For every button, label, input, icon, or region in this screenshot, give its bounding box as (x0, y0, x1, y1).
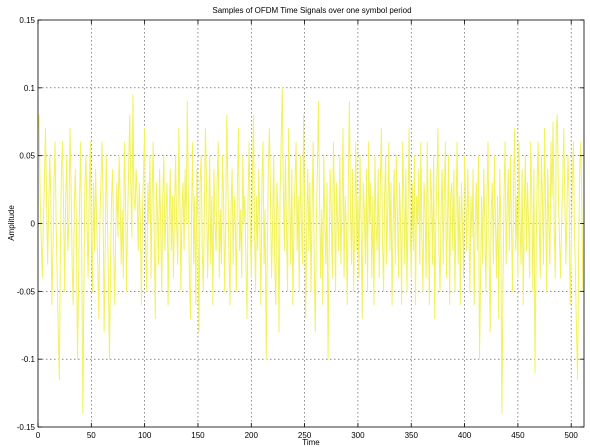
y-tick-label: -0.05 (17, 287, 36, 296)
y-axis-title: Amplitude (7, 205, 16, 241)
x-tick-labels: 0 50 100 150 200 250 300 350 400 450 500 (36, 431, 579, 440)
y-tick-labels: -0.15 -0.1 -0.05 0 0.05 0.1 0.15 (17, 16, 36, 432)
x-tick-label: 200 (245, 431, 259, 440)
x-tick-label: 300 (351, 431, 365, 440)
chart-title: Samples of OFDM Time Signals over one sy… (212, 6, 411, 15)
x-tick-label: 350 (405, 431, 419, 440)
y-tick-label: 0.1 (24, 84, 36, 93)
x-tick-label: 500 (565, 431, 579, 440)
signal-series-line (37, 87, 584, 414)
y-tick-label: 0.15 (19, 16, 35, 25)
x-tick-label: 0 (36, 431, 41, 440)
y-tick-label: 0.05 (19, 152, 35, 161)
x-tick-label: 150 (191, 431, 205, 440)
y-tick-label: -0.15 (17, 423, 36, 432)
y-tick-label: -0.1 (21, 355, 35, 364)
x-tick-label: 450 (511, 431, 525, 440)
y-tick-label: 0 (31, 220, 36, 229)
x-tick-label: 250 (298, 431, 312, 440)
x-tick-label: 400 (458, 431, 472, 440)
tick-marks (37, 19, 584, 428)
x-axis-title: Time (302, 438, 320, 447)
series-layer (37, 87, 584, 414)
x-tick-label: 50 (87, 431, 96, 440)
x-tick-label: 100 (138, 431, 152, 440)
